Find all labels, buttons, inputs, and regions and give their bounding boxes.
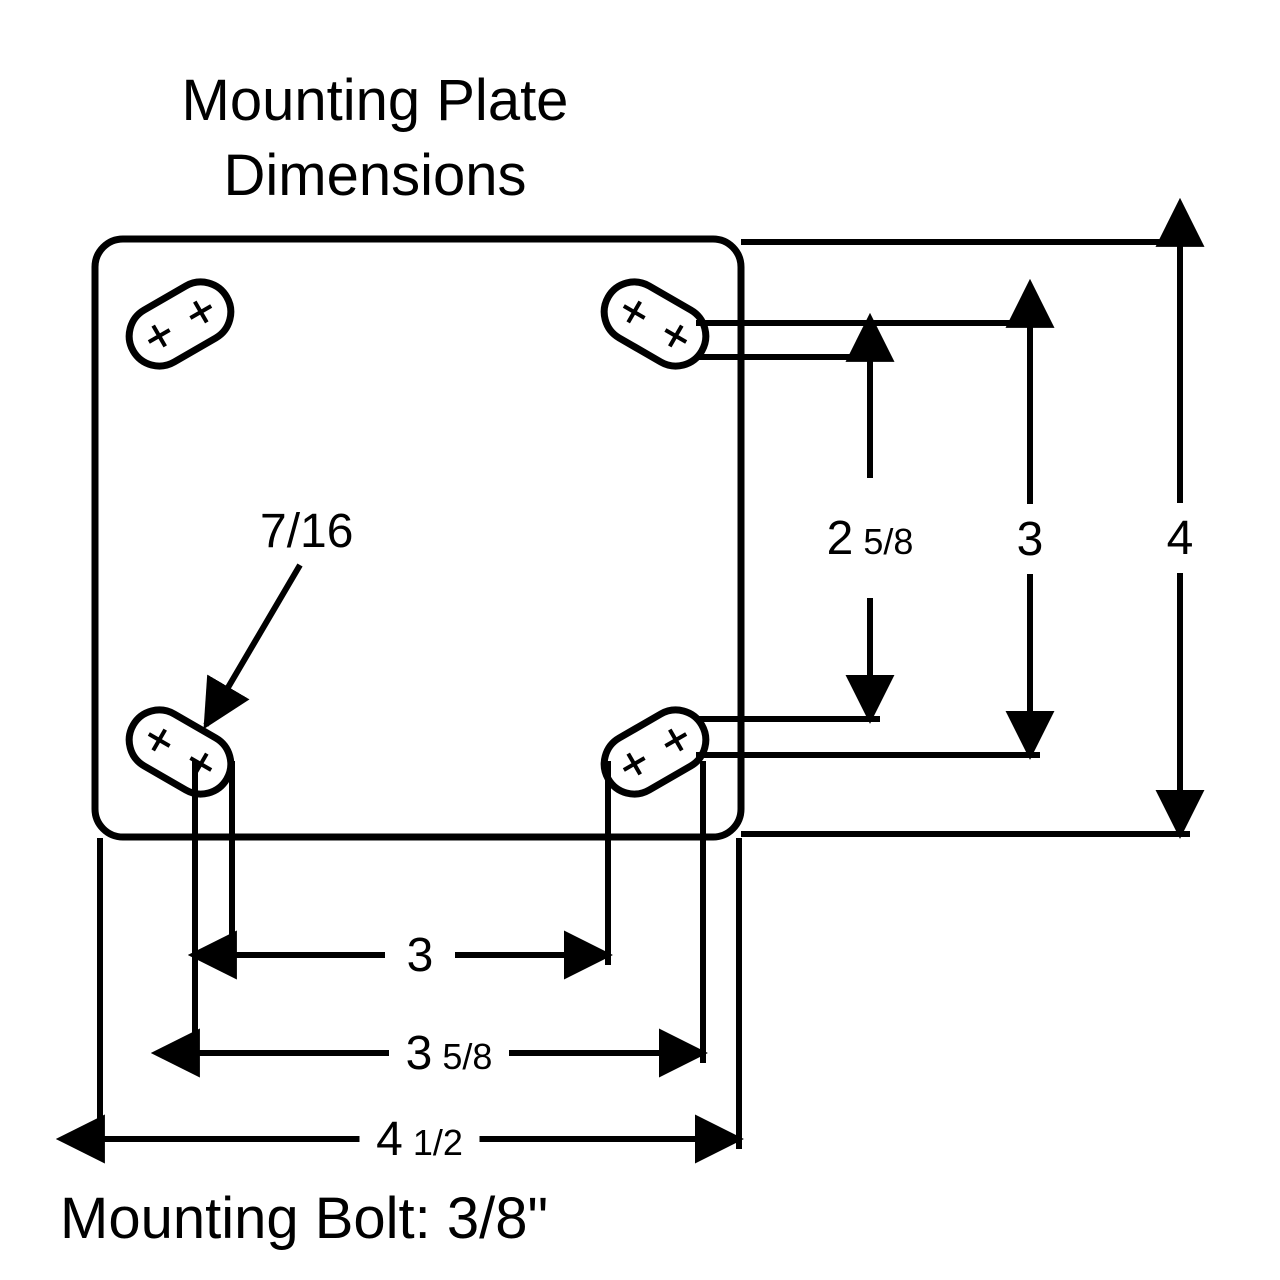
callout-arrow bbox=[206, 565, 300, 725]
dimension-label: 35/8 bbox=[406, 1027, 493, 1080]
dimension-label: 4 bbox=[1167, 512, 1194, 565]
mounting-plate bbox=[95, 239, 741, 837]
title-line2: Dimensions bbox=[224, 143, 527, 208]
dimension-label: 25/8 bbox=[827, 512, 914, 565]
dimension-label: 3 bbox=[1017, 513, 1044, 566]
bolt-slot bbox=[118, 699, 242, 805]
dimension-label: 3 bbox=[407, 929, 434, 982]
bolt-slot bbox=[118, 271, 242, 377]
dimension-label: 41/2 bbox=[376, 1113, 463, 1166]
slot-size-label: 7/16 bbox=[260, 505, 353, 558]
footer-text: Mounting Bolt: 3/8" bbox=[60, 1186, 548, 1251]
title-line1: Mounting Plate bbox=[182, 68, 569, 133]
